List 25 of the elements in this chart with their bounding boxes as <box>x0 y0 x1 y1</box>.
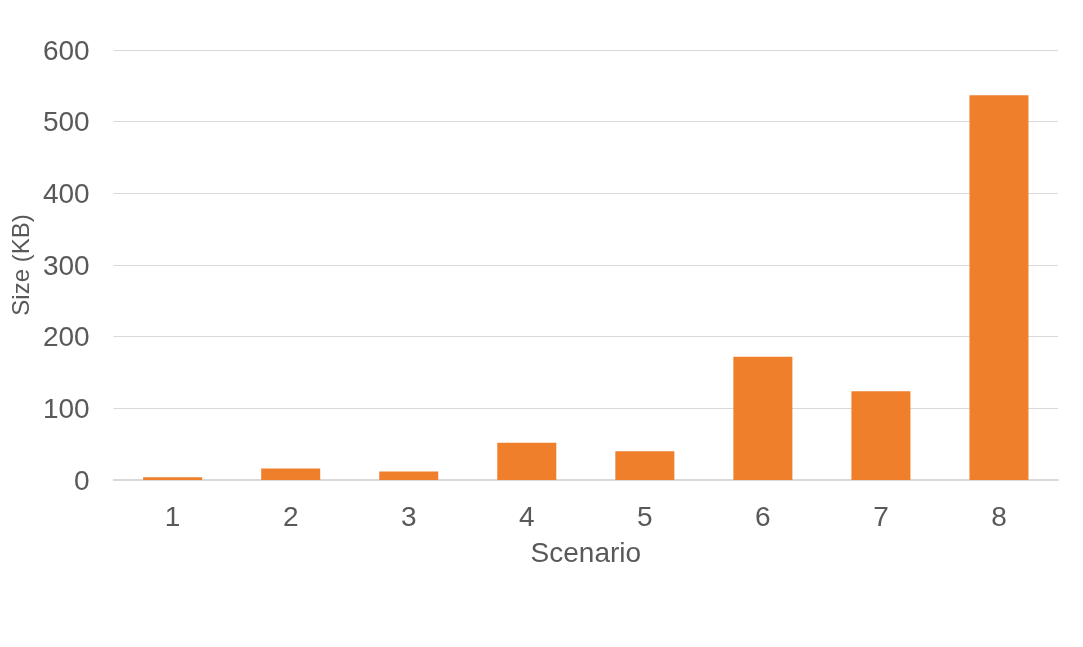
y-tick-label: 500 <box>42 106 90 138</box>
bar <box>733 356 793 480</box>
bar <box>615 451 675 480</box>
y-tick-label: 300 <box>42 249 90 281</box>
y-tick-label: 0 <box>74 464 90 496</box>
y-tick-label: 600 <box>42 34 90 66</box>
bar <box>379 471 439 480</box>
x-tick-label: 2 <box>282 500 299 532</box>
bar <box>969 95 1029 480</box>
bar <box>143 477 203 480</box>
x-tick-label: 6 <box>755 500 771 532</box>
x-axis-title: Scenario <box>530 536 642 568</box>
y-tick-label: 400 <box>42 177 90 209</box>
y-tick-label: 100 <box>42 392 90 424</box>
x-tick-label: 3 <box>400 500 417 532</box>
bar <box>261 468 321 480</box>
bar <box>497 442 557 480</box>
x-tick-label: 5 <box>637 500 653 532</box>
y-tick-label: 200 <box>42 321 90 353</box>
x-tick-label: 8 <box>991 500 1007 532</box>
x-tick-label: 1 <box>164 500 181 532</box>
y-axis-title: Size (KB) <box>6 214 34 316</box>
x-tick-label: 7 <box>873 500 889 532</box>
x-tick-label: 4 <box>519 500 535 532</box>
bar <box>851 391 911 480</box>
